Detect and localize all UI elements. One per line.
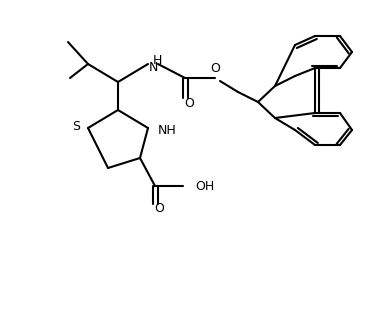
Text: H: H [153, 53, 162, 67]
Text: O: O [154, 203, 164, 215]
Text: OH: OH [195, 180, 214, 193]
Text: NH: NH [158, 124, 177, 137]
Text: O: O [210, 62, 220, 75]
Text: O: O [184, 97, 194, 109]
Text: N: N [149, 60, 158, 74]
Text: S: S [72, 119, 80, 132]
